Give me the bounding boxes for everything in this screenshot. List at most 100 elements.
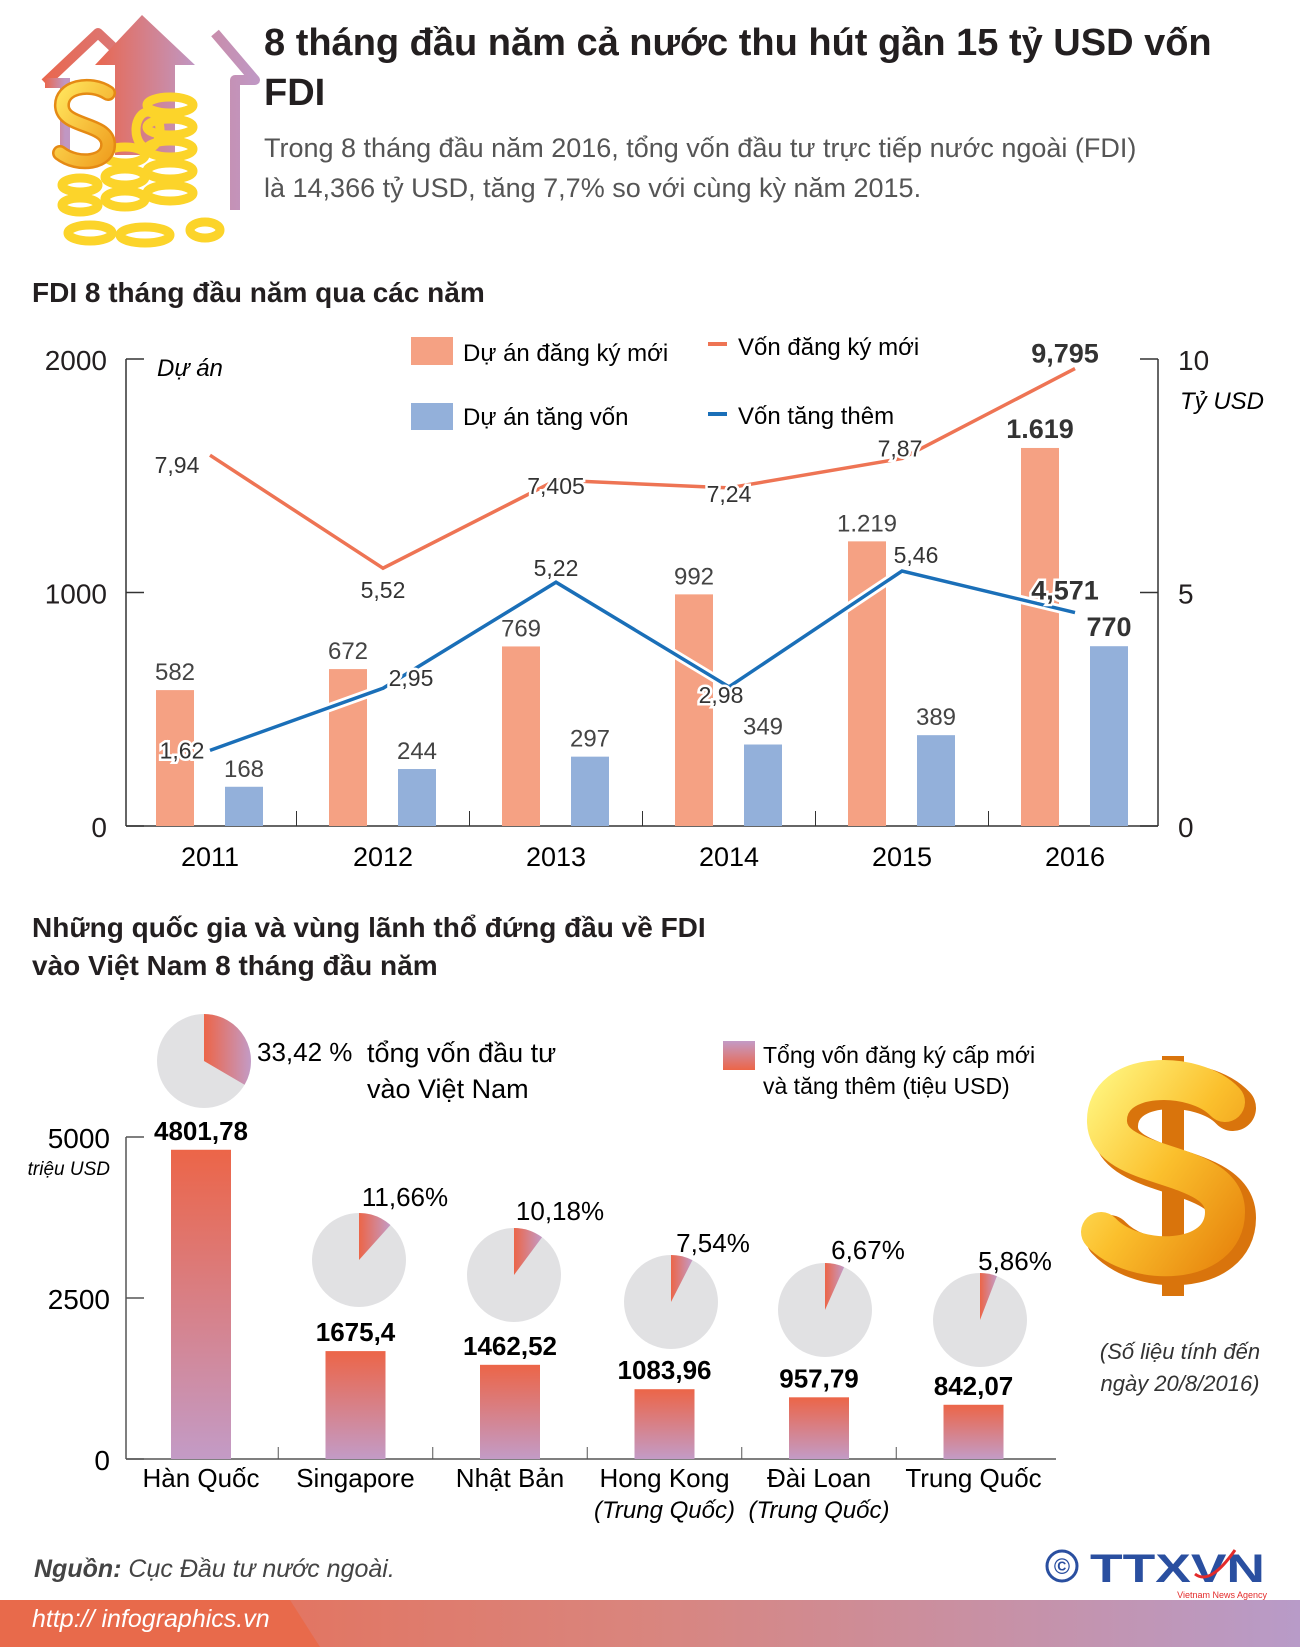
category-label: Hong Kong	[599, 1463, 729, 1493]
share-label: 33,42 %	[257, 1037, 352, 1067]
source: Nguồn: Cục Đầu tư nước ngoài.	[34, 1555, 395, 1584]
bar-value-label: 297	[570, 726, 610, 753]
y-tick-label: 2500	[48, 1284, 110, 1315]
bar-value-label: 168	[224, 756, 264, 783]
lead-line: Trong 8 tháng đầu năm 2016, tổng vốn đầu…	[264, 133, 1137, 163]
bar-capital-increase-projects	[917, 735, 955, 826]
line-value-label: 2,98	[699, 682, 744, 708]
share-label: 11,66%	[362, 1182, 448, 1212]
dollar-sign-icon	[1081, 1050, 1257, 1296]
line-value-label: 1,62	[160, 737, 205, 763]
line-added-capital	[209, 569, 1076, 752]
right-tick-label: 5	[1178, 579, 1194, 610]
share-label: 6,67%	[831, 1235, 905, 1265]
category-sublabel: (Trung Quốc)	[594, 1497, 735, 1524]
bar-new-projects	[156, 690, 194, 826]
bar-capital-increase-projects	[1090, 646, 1128, 826]
bar-capital-increase-projects	[398, 769, 436, 826]
country-bar	[325, 1351, 386, 1459]
note-line: ngày 20/8/2016)	[1100, 1371, 1260, 1396]
x-tick-label: 2011	[181, 842, 239, 872]
y-tick-label: 5000	[48, 1123, 110, 1154]
left-tick-label: 2000	[45, 345, 107, 376]
bar-capital-increase-projects	[225, 786, 263, 826]
bar-value-label: 1.619	[1006, 414, 1074, 444]
bar-value-label: 842,07	[934, 1371, 1014, 1401]
bar-new-projects	[675, 594, 713, 826]
line-value-label: 5,52	[361, 577, 406, 603]
line-value-label: 7,405	[527, 473, 585, 499]
legend-swatch-new-projects	[411, 337, 453, 365]
bar-capital-increase-projects	[571, 756, 609, 826]
left-tick-label: 1000	[45, 579, 107, 610]
note-line: (Số liệu tính đến	[1099, 1339, 1261, 1364]
x-tick-label: 2012	[353, 842, 413, 872]
right-tick-label: 10	[1178, 345, 1209, 376]
line-value-label: 7,24	[707, 481, 752, 507]
y-tick-label: 0	[94, 1445, 110, 1476]
line-value-label: 9,795	[1031, 339, 1099, 369]
y-axis-label: triệu USD	[28, 1159, 111, 1180]
left-tick-label: 0	[91, 812, 107, 843]
x-tick-label: 2015	[872, 842, 932, 872]
line-value-label: 7,94	[155, 452, 200, 478]
legend-label: Vốn đăng ký mới	[738, 334, 919, 361]
bar-value-label: 389	[916, 704, 956, 731]
line-value-label: 5,22	[534, 555, 579, 581]
line-value-label: 2,95	[389, 665, 434, 691]
source-text: Cục Đầu tư nước ngoài.	[128, 1555, 395, 1583]
bar-value-label: 244	[397, 738, 437, 765]
copyright-circle	[1045, 1549, 1079, 1583]
left-axis-label: Dự án	[157, 355, 223, 382]
country-bar	[943, 1404, 1004, 1459]
right-tick-label: 0	[1178, 812, 1194, 843]
right-axis-label: Tỷ USD	[1180, 388, 1264, 415]
bar-value-label: 992	[674, 563, 714, 590]
country-bar	[789, 1397, 849, 1459]
category-label: Nhật Bản	[456, 1463, 564, 1493]
bar-value-label: 1.219	[837, 510, 897, 537]
category-label: Đài Loan	[767, 1463, 871, 1493]
data-date-note: (Số liệu tính đến ngày 20/8/2016)	[1070, 1336, 1290, 1400]
country-bar	[171, 1149, 231, 1459]
bar-capital-increase-projects	[744, 744, 782, 826]
legend-label: Vốn tăng thêm	[738, 403, 894, 430]
bar-value-label: 1083,96	[618, 1355, 712, 1385]
bar-value-label: 770	[1086, 612, 1131, 642]
legend-label: Tổng vốn đăng ký cấp mới	[763, 1042, 1035, 1068]
category-label: Hàn Quốc	[142, 1463, 259, 1493]
bar-value-label: 349	[743, 714, 783, 741]
ttxvn-logo: © TTXVN Vietnam News Agency	[1045, 1547, 1267, 1600]
section1-title: FDI 8 tháng đầu năm qua các năm	[32, 277, 485, 308]
line-value-label: 5,46	[894, 542, 939, 568]
page-title: 8 tháng đầu năm cả nước thu hút gần 15 t…	[264, 22, 1212, 114]
category-label: Singapore	[296, 1463, 415, 1493]
source-label: Nguồn:	[34, 1555, 122, 1583]
share-label: 10,18%	[516, 1196, 604, 1226]
legend-label: và tăng thêm (tiệu USD)	[763, 1073, 1010, 1099]
bar-value-label: 672	[328, 638, 368, 665]
line-new-capital	[209, 367, 1076, 571]
share-caption: vào Việt Nam	[367, 1074, 529, 1104]
copyright-icon: ©	[1054, 1554, 1070, 1579]
share-pie-slice	[671, 1255, 693, 1302]
lead-line: là 14,366 tỷ USD, tăng 7,7% so với cùng …	[264, 173, 922, 203]
x-tick-label: 2016	[1045, 842, 1105, 872]
bar-value-label: 957,79	[779, 1363, 859, 1393]
fdi-by-year-chart: 0 1000 2000 0 5 10 Dự án Tỷ USD 2011 2012 2013 2014…	[45, 334, 1264, 872]
lead-paragraph: Trong 8 tháng đầu năm 2016, tổng vốn đầu…	[264, 128, 1274, 208]
x-tick-label: 2014	[699, 842, 759, 872]
country-bar	[634, 1389, 695, 1459]
website-link[interactable]: http:// infographics.vn	[32, 1605, 270, 1633]
bar-value-label: 4801,78	[154, 1116, 248, 1146]
small-dollar-shape	[52, 75, 116, 175]
category-label: Trung Quốc	[905, 1463, 1041, 1493]
bar-value-label: 1462,52	[463, 1331, 557, 1361]
share-label: 7,54%	[676, 1228, 750, 1258]
logo-text: TTXVN	[1090, 1547, 1265, 1591]
legend-label: Dự án đăng ký mới	[463, 340, 668, 367]
section2-title-line: Những quốc gia và vùng lãnh thổ đứng đầu…	[32, 912, 706, 943]
section2-title-line: vào Việt Nam 8 tháng đầu năm	[32, 950, 438, 981]
legend-swatch	[723, 1041, 755, 1070]
category-sublabel: (Trung Quốc)	[749, 1497, 890, 1524]
